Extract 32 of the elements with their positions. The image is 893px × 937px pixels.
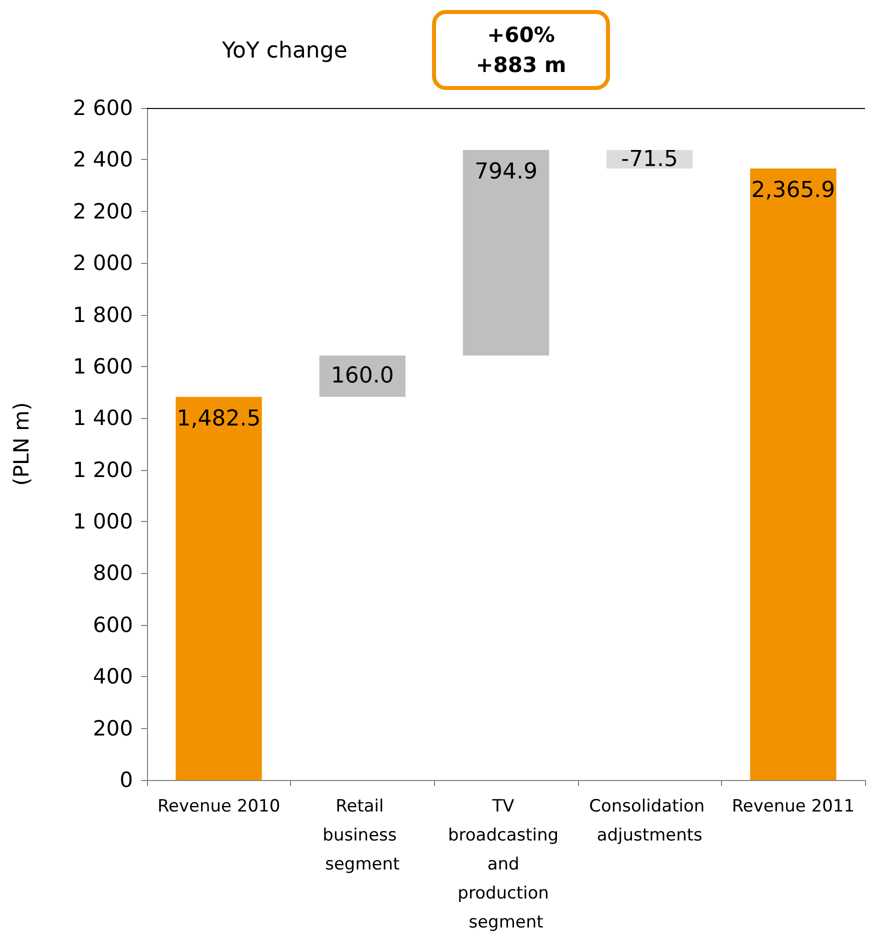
text: YoY change xyxy=(221,38,348,64)
y-tick-label: 0 xyxy=(120,768,133,792)
data-label: 160.0 xyxy=(330,364,394,389)
y-tick-label: 2 400 xyxy=(72,148,133,172)
y-tick-label: 1 200 xyxy=(72,458,133,482)
x-tick-label: Consolidation adjustments xyxy=(589,796,710,846)
x-tick-label: Revenue 2011 xyxy=(732,796,855,816)
y-tick-label: 1 400 xyxy=(72,406,133,430)
data-label: -71.5 xyxy=(621,146,678,172)
x-tick-label: Revenue 2010 xyxy=(157,796,280,816)
bar xyxy=(176,396,262,780)
y-tick-label: 400 xyxy=(92,664,133,689)
bar xyxy=(462,150,550,356)
x-tick-label: Retail business segment xyxy=(322,796,402,874)
y-tick-label: 800 xyxy=(92,561,133,586)
data-label: 794.9 xyxy=(474,160,538,185)
text: +60% xyxy=(487,23,555,47)
text: +883 m xyxy=(476,53,566,77)
bar xyxy=(750,168,836,780)
y-tick-label: 200 xyxy=(92,716,133,740)
y-axis-title: (PLN m) xyxy=(10,402,34,486)
data-label: 1,482.5 xyxy=(176,406,261,432)
y-tick-label: 1 800 xyxy=(72,302,133,327)
y-tick-label: 1 600 xyxy=(72,354,133,378)
y-tick-label: 2 200 xyxy=(72,199,133,224)
bar xyxy=(319,355,406,397)
y-tick-label: 2 000 xyxy=(72,251,133,276)
data-label: 2,365.9 xyxy=(751,178,836,204)
y-tick-label: 2 600 xyxy=(72,96,133,120)
x-tick-label: TV broadcasting and production segment xyxy=(448,796,564,932)
y-tick-label: 1 000 xyxy=(72,510,133,534)
y-tick-label: 600 xyxy=(92,612,133,637)
